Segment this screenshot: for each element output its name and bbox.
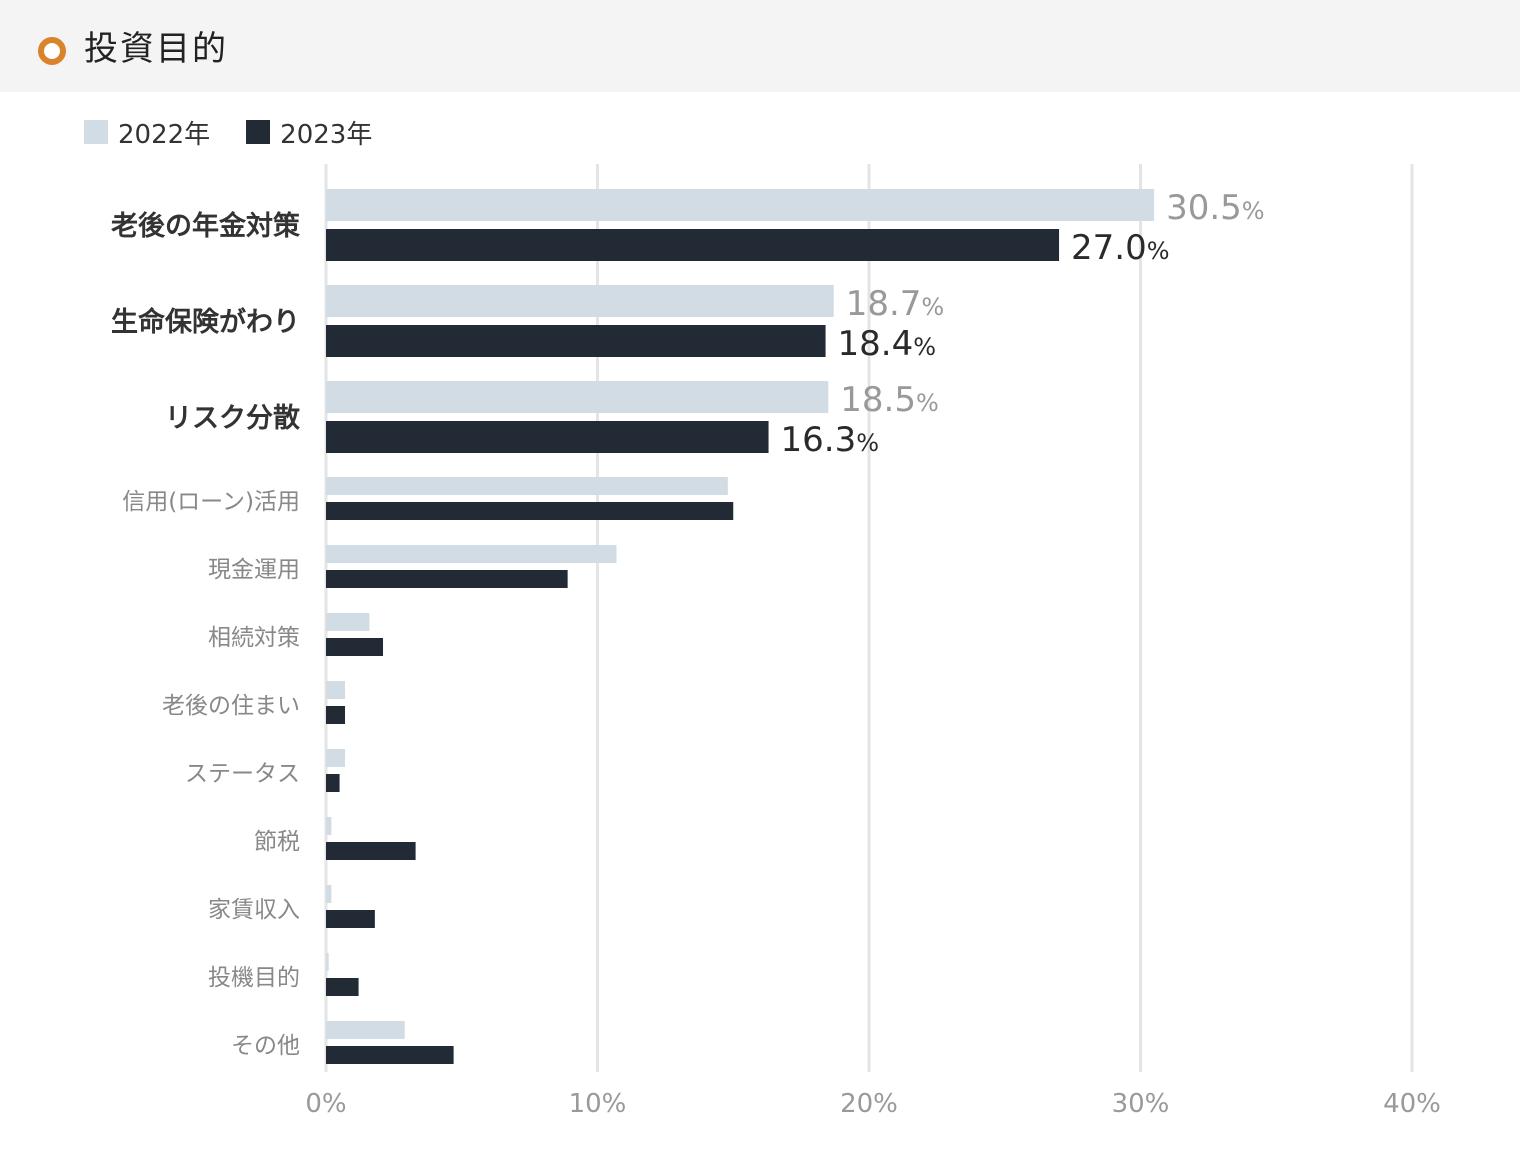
legend-item-2022: 2022年	[84, 114, 210, 151]
bar-2023	[326, 1046, 454, 1064]
bar-2022	[326, 477, 728, 495]
bar-2023	[326, 325, 826, 357]
data-label-2023: 27.0%	[1071, 228, 1170, 268]
x-tick-label: 0%	[305, 1089, 346, 1119]
category-label: リスク分散	[165, 403, 300, 434]
data-label-2023: 18.4%	[838, 324, 937, 364]
x-tick-label: 40%	[1383, 1089, 1441, 1119]
chart-legend: 2022年 2023年	[84, 112, 408, 152]
data-label-2022: 30.5%	[1166, 188, 1265, 228]
bar-2022	[326, 189, 1155, 221]
bar-2023	[326, 229, 1060, 261]
bar-2023	[326, 502, 734, 520]
bar-2022	[326, 749, 346, 767]
legend-label-2023: 2023年	[280, 119, 373, 150]
category-label: その他	[231, 1033, 300, 1059]
bar-2023	[326, 978, 359, 996]
category-label: 家賃収入	[208, 897, 300, 923]
bar-2022	[326, 613, 370, 631]
x-tick-label: 20%	[840, 1089, 898, 1119]
section-header: 投資目的	[0, 0, 1520, 92]
legend-swatch-2022	[84, 120, 108, 144]
bar-2022	[326, 953, 329, 971]
data-label-unit: %	[856, 429, 879, 457]
bar-2022	[326, 545, 617, 563]
legend-item-2023: 2023年	[246, 114, 372, 151]
bar-2022	[326, 1021, 405, 1039]
data-label-unit: %	[913, 333, 936, 361]
bar-2023	[326, 421, 769, 453]
data-label-unit: %	[1242, 197, 1265, 225]
bar-2023	[326, 774, 340, 792]
data-label-2023: 16.3%	[781, 420, 880, 460]
data-label-unit: %	[916, 389, 939, 417]
x-tick-label: 30%	[1112, 1089, 1170, 1119]
data-label-2022: 18.5%	[840, 380, 939, 420]
category-label: 生命保険がわり	[111, 306, 300, 338]
x-tick-label: 10%	[569, 1089, 627, 1119]
circle-outline-icon	[38, 37, 66, 65]
bar-2022	[326, 885, 332, 903]
bar-2023	[326, 910, 375, 928]
bar-2023	[326, 706, 346, 724]
bar-2023	[326, 842, 416, 860]
data-label-unit: %	[1147, 237, 1170, 265]
bar-2023	[326, 570, 568, 588]
category-label: 相続対策	[208, 625, 300, 651]
category-label: ステータス	[185, 761, 300, 787]
bar-2022	[326, 285, 834, 317]
bar-2022	[326, 381, 829, 413]
category-label: 投機目的	[208, 965, 300, 991]
data-label-2022: 18.7%	[846, 284, 945, 324]
legend-label-2022: 2022年	[118, 119, 211, 150]
bar-2022	[326, 681, 346, 699]
legend-swatch-2023	[246, 120, 271, 144]
category-label: 老後の年金対策	[111, 210, 301, 242]
category-label: 老後の住まい	[162, 693, 300, 719]
category-label: 信用(ローン)活用	[122, 489, 300, 515]
bar-2023	[326, 638, 384, 656]
category-label: 現金運用	[208, 557, 300, 583]
chart-title: 投資目的	[84, 29, 228, 69]
category-label: 節税	[254, 829, 300, 855]
bar-2022	[326, 817, 332, 835]
data-label-unit: %	[921, 293, 944, 321]
